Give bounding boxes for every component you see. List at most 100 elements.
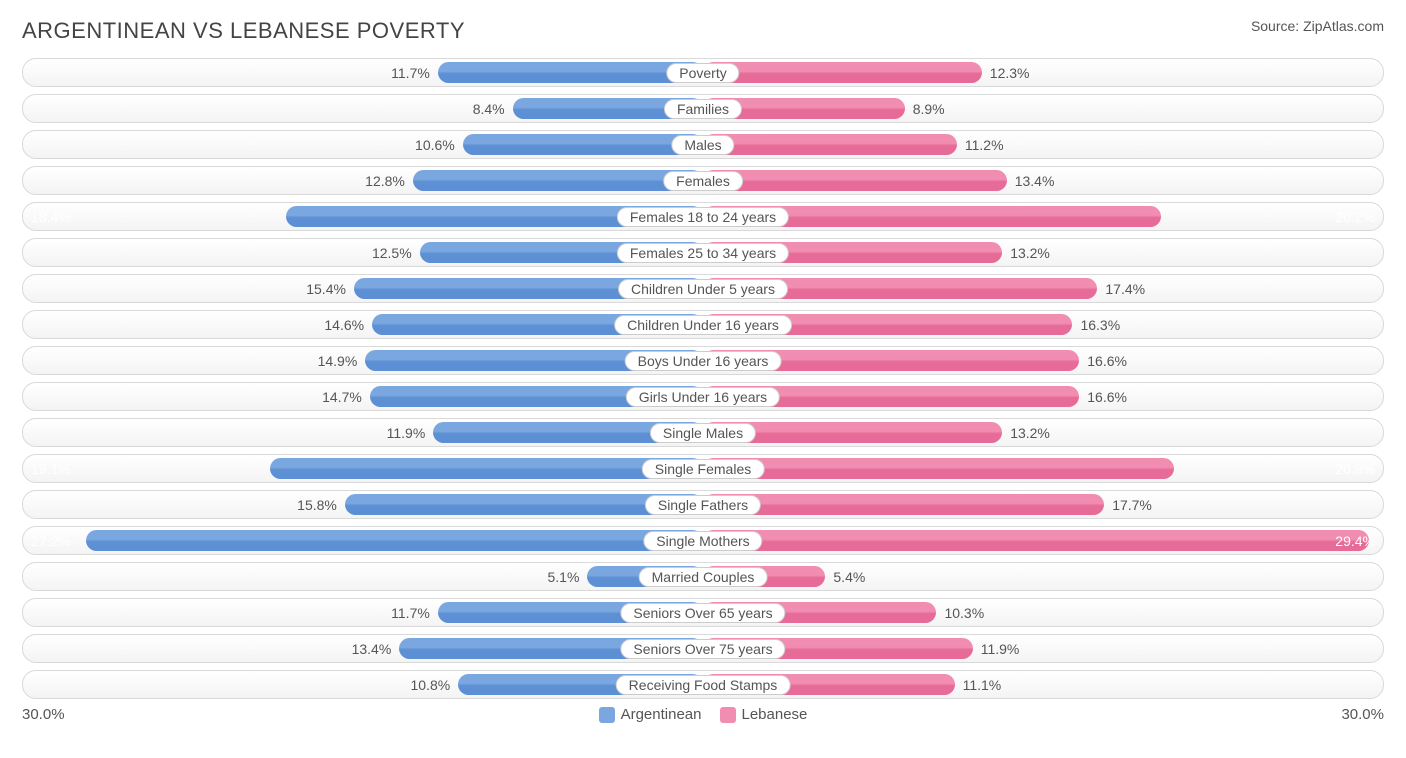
legend-label-argentinean: Argentinean [621,706,702,723]
bar-argentinean [463,134,703,155]
bar-value-label: 8.4% [473,101,505,117]
bar-row: 14.7% 16.6% Girls Under 16 years [22,382,1384,411]
category-label: Males [671,135,734,155]
bar-value-label: 29.4% [1335,533,1375,549]
bar-value-label: 16.6% [1087,389,1127,405]
bar-row: 14.9% 16.6% Boys Under 16 years [22,346,1384,375]
category-label: Single Mothers [643,531,762,551]
bar-value-label: 16.6% [1087,353,1127,369]
bar-half-left: 5.1% [23,563,703,590]
bar-half-right: 13.2% [703,239,1383,266]
axis-max-right: 30.0% [1341,706,1384,723]
chart-source: Source: ZipAtlas.com [1251,18,1384,34]
bar-row: 10.8%11.1%Receiving Food Stamps [22,670,1384,699]
bar-row: 11.7%12.3%Poverty [22,58,1384,87]
bar-value-label: 17.4% [1105,281,1145,297]
category-label: Single Fathers [645,495,761,515]
chart-header: ARGENTINEAN VS LEBANESE POVERTY Source: … [22,18,1384,44]
bar-value-label: 11.2% [965,137,1004,153]
chart-footer: 30.0% Argentinean Lebanese 30.0% [22,706,1384,723]
bar-value-label: 11.7% [391,605,430,621]
bar-value-label: 20.2% [1335,209,1375,225]
bar-half-left: 14.7% [23,383,703,410]
legend-item-lebanese: Lebanese [720,706,808,723]
swatch-lebanese [720,707,736,723]
bar-value-label: 13.4% [352,641,392,657]
bar-argentinean [86,530,703,551]
bar-lebanese [703,134,957,155]
category-label: Single Females [642,459,765,479]
legend: Argentinean Lebanese [599,706,808,723]
bar-value-label: 12.8% [365,173,405,189]
bar-half-left: 10.8% [23,671,703,698]
bar-half-left: 14.6% [23,311,703,338]
bar-half-right: 10.3% [703,599,1383,626]
bar-half-left: 15.8% [23,491,703,518]
bar-value-label: 10.3% [944,605,984,621]
bar-half-right: 20.2% [703,203,1383,230]
bar-value-label: 11.9% [387,425,426,441]
bar-value-label: 14.7% [322,389,362,405]
bar-value-label: 11.1% [963,677,1002,693]
bar-half-left: 11.7% [23,599,703,626]
bar-value-label: 12.5% [372,245,412,261]
bar-row: 11.7% 10.3% Seniors Over 65 years [22,598,1384,627]
bar-half-right: 16.6% [703,347,1383,374]
bar-half-right: 13.4% [703,167,1383,194]
bar-value-label: 27.2% [31,533,71,549]
bar-lebanese [703,530,1369,551]
bar-half-right: 12.3% [703,59,1383,86]
swatch-argentinean [599,707,615,723]
bar-half-right: 16.6% [703,383,1383,410]
category-label: Seniors Over 75 years [620,639,785,659]
bar-row: 14.6% 16.3% Children Under 16 years [22,310,1384,339]
bar-value-label: 15.8% [297,497,337,513]
bar-lebanese [703,494,1104,515]
bar-row: 15.4% 17.4% Children Under 5 years [22,274,1384,303]
category-label: Single Males [650,423,756,443]
bar-value-label: 10.8% [411,677,451,693]
bar-row: 13.4% 11.9%Seniors Over 75 years [22,634,1384,663]
category-label: Children Under 16 years [614,315,792,335]
bar-value-label: 10.6% [415,137,455,153]
bar-half-right: 11.9% [703,635,1383,662]
bar-row: 15.8% 17.7%Single Fathers [22,490,1384,519]
category-label: Seniors Over 65 years [620,603,785,623]
category-label: Boys Under 16 years [625,351,782,371]
bar-value-label: 13.4% [1015,173,1055,189]
bar-value-label: 19.1% [31,461,71,477]
bar-value-label: 14.9% [318,353,358,369]
bar-half-left: 19.1% [23,455,703,482]
bar-value-label: 13.2% [1010,425,1050,441]
category-label: Families [664,99,742,119]
bar-half-left: 18.4% [23,203,703,230]
bar-half-left: 11.7% [23,59,703,86]
bar-argentinean [270,458,703,479]
bar-row: 27.2% 29.4% Single Mothers [22,526,1384,555]
bar-value-label: 16.3% [1080,317,1120,333]
category-label: Females 18 to 24 years [617,207,789,227]
category-label: Girls Under 16 years [626,387,780,407]
chart-title: ARGENTINEAN VS LEBANESE POVERTY [22,18,465,44]
category-label: Females 25 to 34 years [617,243,789,263]
bar-row: 12.5% 13.2% Females 25 to 34 years [22,238,1384,267]
bar-half-left: 11.9% [23,419,703,446]
bar-row: 11.9% 13.2% Single Males [22,418,1384,447]
bar-value-label: 12.3% [990,65,1030,81]
bar-argentinean [438,62,703,83]
bar-value-label: 15.4% [306,281,346,297]
category-label: Children Under 5 years [618,279,788,299]
bar-half-right: 8.9% [703,95,1383,122]
bar-value-label: 5.4% [833,569,865,585]
category-label: Females [663,171,743,191]
bar-half-right: 5.4% [703,563,1383,590]
bar-value-label: 13.2% [1010,245,1050,261]
bar-lebanese [703,458,1174,479]
bar-half-right: 17.7% [703,491,1383,518]
bar-argentinean [413,170,703,191]
bar-row: 19.1%20.8%Single Females [22,454,1384,483]
bar-half-right: 29.4% [703,527,1383,554]
bar-half-left: 12.5% [23,239,703,266]
bar-row: 5.1%5.4%Married Couples [22,562,1384,591]
bar-lebanese [703,170,1007,191]
